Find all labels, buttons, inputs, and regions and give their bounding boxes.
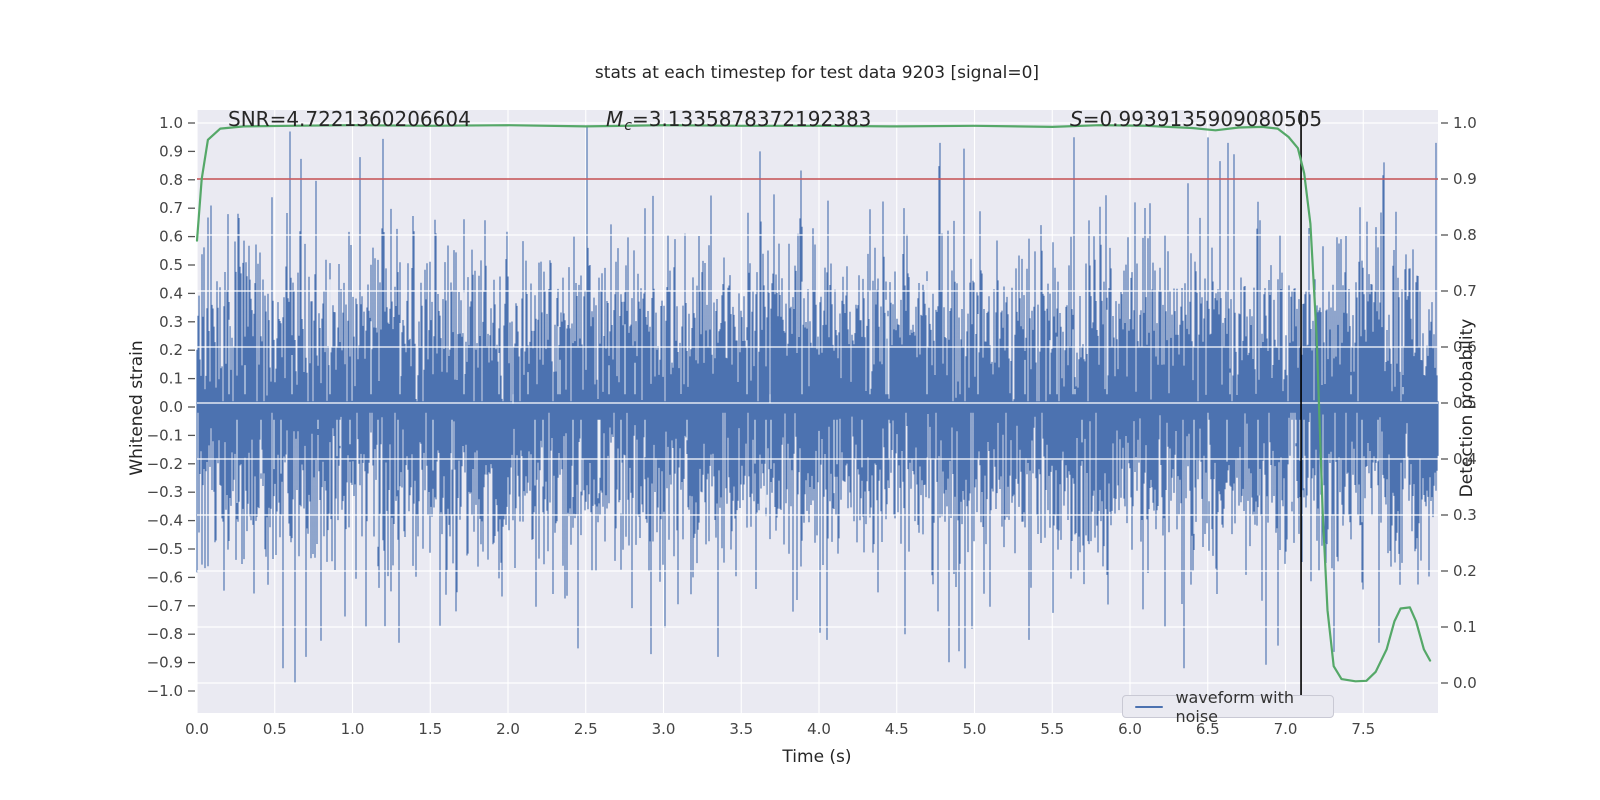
y-right-tick-label: 0.9 bbox=[1453, 170, 1477, 188]
y-left-tick-label: −0.1 bbox=[147, 426, 183, 444]
y-left-tick-label: −1.0 bbox=[147, 682, 183, 700]
waveform-gap-hairlines bbox=[228, 279, 1404, 547]
y-left-tick-label: 0.0 bbox=[159, 398, 183, 416]
y-right-tick-label: 0.8 bbox=[1453, 226, 1477, 244]
x-tick-label: 5.0 bbox=[963, 720, 987, 738]
x-tick-label: 6.0 bbox=[1118, 720, 1142, 738]
x-tick-label: 1.5 bbox=[418, 720, 442, 738]
y-right-tick-label: 0.7 bbox=[1453, 282, 1477, 300]
x-axis-label: Time (s) bbox=[782, 747, 852, 767]
annotation-snr-value: =4.7221360206604 bbox=[269, 107, 471, 131]
x-tick-label: 5.5 bbox=[1040, 720, 1064, 738]
y-right-tick-label: 0.1 bbox=[1453, 618, 1477, 636]
y-left-tick-label: 0.7 bbox=[159, 199, 183, 217]
y-left-tick-label: 0.4 bbox=[159, 284, 183, 302]
x-tick-label: 7.0 bbox=[1274, 720, 1298, 738]
x-tick-label: 3.0 bbox=[652, 720, 676, 738]
y-right-tick-label: 0.3 bbox=[1453, 506, 1477, 524]
y-left-tick-label: 0.6 bbox=[159, 228, 183, 246]
y-axis-label-left: Whitened strain bbox=[127, 340, 147, 476]
chart-title: stats at each timestep for test data 920… bbox=[594, 63, 1040, 83]
y-right-tick-label: 0.5 bbox=[1453, 394, 1477, 412]
annotation-s: S=0.9939135909080505 bbox=[1070, 107, 1322, 131]
y-right-tick-label: 0.6 bbox=[1453, 338, 1477, 356]
x-tick-label: 0.5 bbox=[263, 720, 287, 738]
y-left-tick-label: 0.5 bbox=[159, 256, 183, 274]
annotation-mc-subscript: c bbox=[624, 118, 632, 134]
x-tick-label: 1.0 bbox=[341, 720, 365, 738]
annotation-chirp-mass: Mc=3.1335878372192383 bbox=[606, 107, 872, 134]
y-left-tick-label: −0.7 bbox=[147, 597, 183, 615]
y-left-tick-label: −0.3 bbox=[147, 483, 183, 501]
x-tick-label: 4.5 bbox=[885, 720, 909, 738]
legend-entry-label: waveform with noise bbox=[1175, 687, 1294, 726]
y-left-tick-label: 0.1 bbox=[159, 370, 183, 388]
y-left-tick-label: −0.2 bbox=[147, 455, 183, 473]
y-left-tick-label: −0.4 bbox=[147, 512, 183, 530]
x-tick-label: 7.5 bbox=[1351, 720, 1375, 738]
x-tick-label: 2.0 bbox=[496, 720, 520, 738]
annotation-s-value: =0.9939135909080505 bbox=[1082, 107, 1323, 131]
x-tick-label: 6.5 bbox=[1196, 720, 1220, 738]
annotation-mc-label: M bbox=[606, 107, 624, 131]
y-left-tick-label: 0.3 bbox=[159, 313, 183, 331]
x-tick-label: 3.5 bbox=[729, 720, 753, 738]
y-left-tick-label: 0.8 bbox=[159, 171, 183, 189]
y-left-tick-label: 0.2 bbox=[159, 341, 183, 359]
annotation-mc-value: =3.1335878372192383 bbox=[631, 107, 872, 131]
x-tick-label: 4.0 bbox=[807, 720, 831, 738]
y-left-tick-label: −0.5 bbox=[147, 540, 183, 558]
y-right-tick-label: 0.4 bbox=[1453, 450, 1477, 468]
y-right-tick-label: 0.2 bbox=[1453, 562, 1477, 580]
y-left-tick-label: −0.9 bbox=[147, 654, 183, 672]
annotation-snr-label: SNR bbox=[228, 107, 270, 131]
annotation-snr: SNR=4.7221360206604 bbox=[228, 107, 471, 131]
y-left-tick-label: −0.8 bbox=[147, 625, 183, 643]
legend-line-sample bbox=[1135, 705, 1164, 708]
y-axis-label-right: Detection probability bbox=[1457, 318, 1477, 498]
y-right-tick-label: 0.0 bbox=[1453, 674, 1477, 692]
x-tick-label: 2.5 bbox=[574, 720, 598, 738]
y-left-tick-label: 0.9 bbox=[159, 142, 183, 160]
annotation-s-label: S bbox=[1070, 107, 1083, 131]
legend: waveform with noise bbox=[1122, 688, 1334, 726]
x-tick-label: 0.0 bbox=[185, 720, 209, 738]
y-left-tick-label: −0.6 bbox=[147, 568, 183, 586]
detection-probability-series bbox=[195, 124, 1432, 683]
y-right-tick-label: 1.0 bbox=[1453, 114, 1477, 132]
y-left-tick-label: 1.0 bbox=[159, 114, 183, 132]
